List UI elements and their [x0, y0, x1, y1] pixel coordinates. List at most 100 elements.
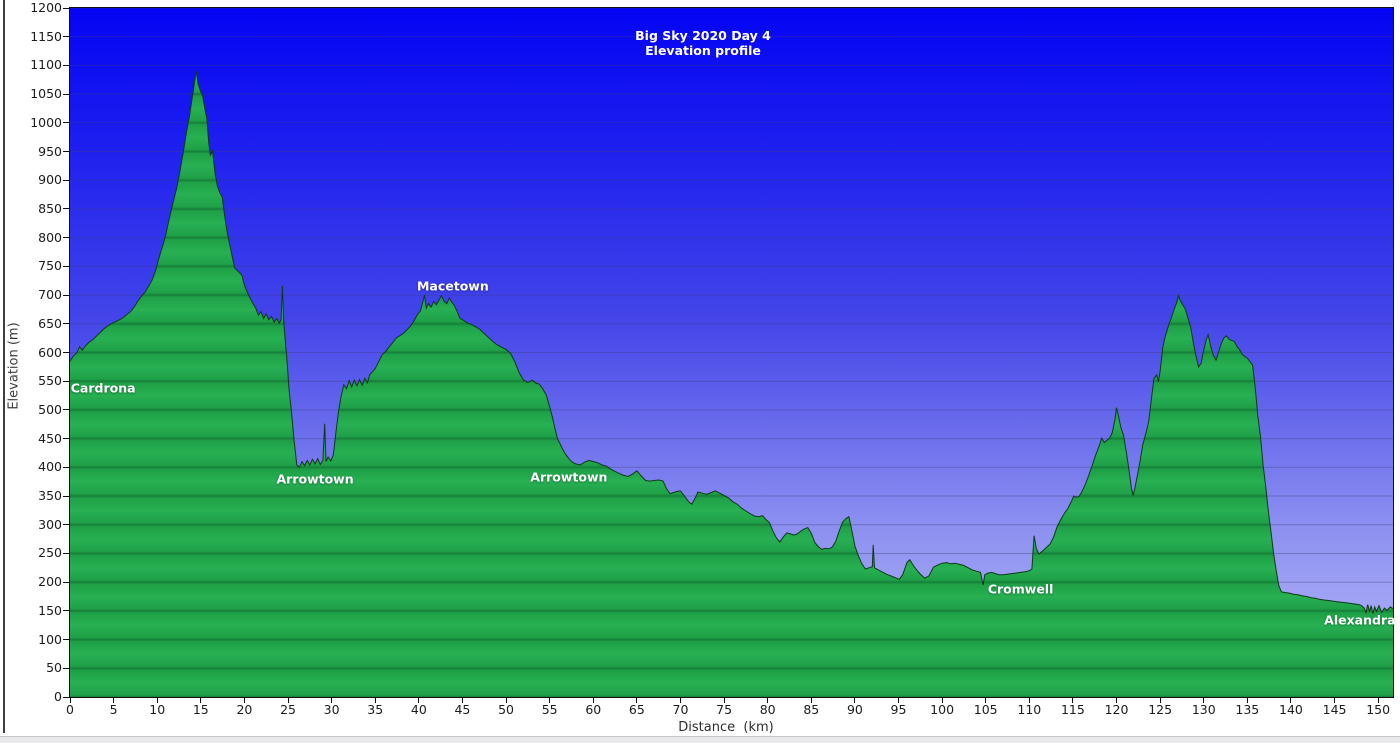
x-tick-mark [549, 698, 551, 703]
x-tick-mark [898, 698, 899, 703]
elevation-area [70, 71, 1393, 697]
chart-title-line1: Big Sky 2020 Day 4 [635, 28, 771, 43]
x-tick-label: 145 [1322, 702, 1347, 717]
y-tick-label: 1200 [30, 0, 62, 15]
x-tick-label: 0 [66, 702, 74, 717]
y-tick-mark [63, 552, 69, 554]
y-tick-label: 800 [38, 229, 62, 245]
x-tick-mark [113, 698, 115, 703]
x-tick-mark [985, 698, 987, 703]
x-tick-label: 75 [716, 702, 733, 717]
y-tick-label: 750 [38, 258, 62, 274]
y-tick-mark [63, 581, 69, 583]
x-tick-label: 15 [192, 702, 209, 717]
x-tick-label: 35 [367, 702, 384, 717]
x-tick-mark [679, 698, 681, 703]
point-label-arrowtown: Arrowtown [276, 471, 354, 487]
y-tick-label: 100 [38, 631, 62, 647]
y-tick-label: 0 [54, 689, 62, 704]
x-tick-label: 20 [236, 702, 253, 717]
x-tick-mark [854, 698, 856, 703]
y-tick-mark [63, 352, 69, 353]
y-tick-mark [63, 524, 69, 526]
x-tick-label: 105 [973, 702, 998, 717]
x-tick-mark [1377, 698, 1379, 703]
y-tick-mark [63, 610, 69, 612]
x-tick-label: 100 [930, 702, 955, 717]
y-tick-label: 900 [38, 172, 62, 188]
x-tick-label: 55 [541, 702, 558, 717]
x-tick-label: 110 [1017, 702, 1042, 717]
y-tick-mark [63, 667, 69, 669]
y-tick-mark [63, 151, 69, 153]
x-tick-mark [287, 698, 289, 703]
x-axis-title: Distance (km) [678, 720, 774, 735]
y-tick-label: 350 [38, 488, 62, 504]
x-tick-label: 60 [585, 702, 602, 717]
y-tick-mark [63, 495, 69, 497]
y-tick-label: 700 [38, 287, 62, 303]
x-tick-mark [1246, 698, 1248, 703]
x-tick-label: 50 [498, 702, 514, 717]
y-tick-label: 250 [38, 545, 62, 561]
x-tick-mark [505, 698, 507, 703]
window-bottom-bar [0, 736, 1400, 743]
x-tick-mark [1072, 698, 1074, 703]
x-tick-label: 25 [280, 702, 296, 717]
x-tick-mark [374, 698, 376, 703]
y-tick-label: 50 [46, 660, 62, 676]
x-tick-label: 140 [1279, 702, 1303, 717]
x-tick-mark [767, 698, 769, 703]
x-tick-label: 125 [1148, 702, 1173, 717]
x-tick-label: 85 [803, 702, 820, 717]
y-tick-mark [63, 323, 69, 325]
window-left-border [3, 0, 5, 733]
y-tick-label: 550 [38, 373, 62, 389]
x-tick-label: 90 [846, 702, 863, 717]
x-tick-mark [156, 698, 158, 703]
x-tick-label: 70 [672, 702, 689, 717]
x-tick-label: 10 [149, 702, 166, 717]
point-label-arrowtown: Arrowtown [530, 469, 608, 485]
x-tick-mark [636, 698, 638, 703]
x-tick-mark [1203, 698, 1205, 703]
x-tick-mark [1290, 698, 1292, 703]
elevation-chart [70, 8, 1393, 697]
x-tick-mark [461, 698, 463, 703]
y-tick-label: 1100 [30, 57, 62, 73]
x-tick-label: 95 [890, 702, 907, 717]
y-tick-label: 400 [38, 459, 62, 475]
y-tick-label: 150 [38, 602, 62, 618]
x-tick-mark [1159, 698, 1161, 703]
y-tick-mark [63, 208, 69, 210]
y-tick-label: 1150 [30, 28, 62, 44]
x-tick-mark [810, 698, 812, 703]
y-tick-mark [63, 696, 69, 698]
y-tick-mark [63, 36, 69, 38]
y-tick-mark [63, 179, 69, 181]
y-tick-label: 300 [38, 516, 62, 532]
chart-title-line2: Elevation profile [645, 43, 761, 58]
y-tick-mark [63, 294, 69, 296]
y-tick-mark [63, 265, 69, 267]
x-tick-label: 130 [1191, 702, 1216, 717]
point-label-macetown: Macetown [416, 278, 489, 294]
y-tick-mark [63, 639, 69, 641]
chart-title: Big Sky 2020 Day 4 Elevation profile [635, 28, 771, 58]
x-tick-label: 5 [109, 702, 118, 717]
x-tick-mark [592, 698, 594, 703]
elevation-outline [70, 71, 1393, 615]
y-tick-mark [63, 466, 69, 468]
x-tick-label: 115 [1060, 702, 1085, 717]
y-tick-label: 1000 [30, 114, 62, 130]
x-tick-mark [1116, 698, 1118, 703]
x-tick-label: 40 [410, 702, 427, 717]
y-tick-label: 850 [38, 200, 62, 216]
y-tick-label: 450 [38, 430, 62, 446]
y-tick-label: 200 [38, 574, 62, 590]
x-tick-mark [69, 698, 71, 703]
x-tick-label: 45 [454, 702, 471, 717]
x-tick-mark [418, 698, 420, 703]
y-tick-mark [63, 438, 69, 440]
